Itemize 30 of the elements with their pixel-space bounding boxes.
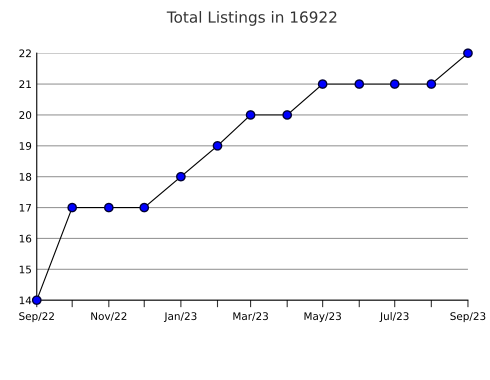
y-tick-label: 15 [20,266,31,274]
chart-title: Total Listings in 16922 [166,11,336,26]
point [212,140,222,151]
y-tick-label: 16 [20,234,32,243]
point [104,202,114,212]
point [176,172,186,182]
y-tick-label: 19 [20,142,32,150]
x-tick-label: Jan/23 [164,312,196,322]
x-tick-label: Mar/23 [233,312,268,321]
point [246,110,256,120]
x-tick-label: Sep/22 [19,312,54,322]
point [463,48,473,58]
point [139,202,150,212]
y-tick-label: 20 [19,111,32,120]
x-tick-label: Jul/23 [380,312,409,322]
x-tick-label: Nov/22 [91,312,126,321]
y-tick-label: 22 [19,49,31,58]
point [426,79,436,89]
point [67,202,78,212]
y-tick-label: 18 [20,172,32,181]
point [318,79,328,89]
point [354,79,364,89]
y-tick-label: 21 [19,80,31,88]
x-tick-label: Sep/23 [450,312,486,322]
point [32,295,42,306]
x-tick-label: May/23 [304,312,341,322]
point [390,79,400,89]
y-tick-label: 14 [20,296,32,304]
y-tick-label: 17 [20,204,31,212]
point [282,110,292,120]
